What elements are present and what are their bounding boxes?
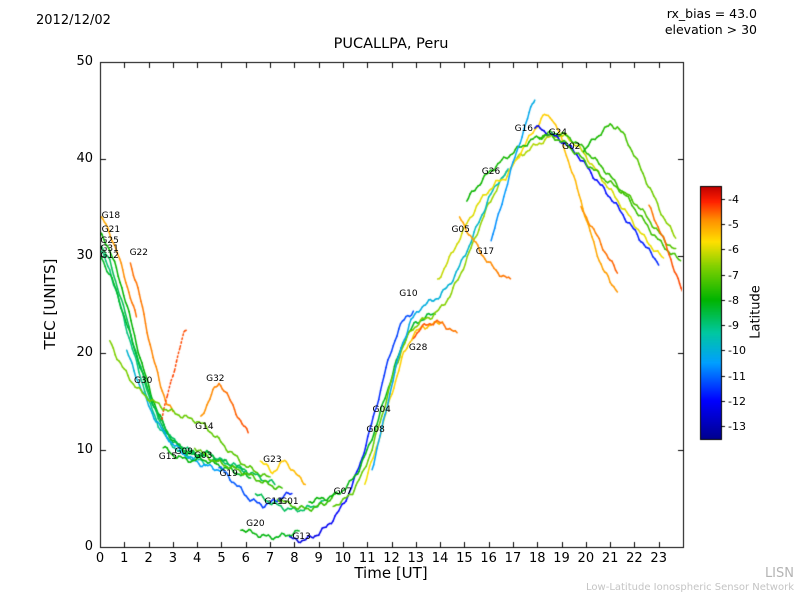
x-axis-label: Time [UT] <box>354 564 428 582</box>
rx-bias-label: rx_bias = 43.0 <box>666 6 757 21</box>
elevation-label: elevation > 30 <box>664 22 757 37</box>
plot-title: PUCALLPA, Peru <box>333 36 449 52</box>
watermark: LISN Low-Latitude Ionospheric Sensor Net… <box>586 567 794 595</box>
rx-info: rx_bias = 43.0 elevation > 30 <box>665 6 757 38</box>
watermark-full: Low-Latitude Ionospheric Sensor Network <box>586 582 794 593</box>
y-axis-label: TEC [UNITS] <box>41 258 59 350</box>
colorbar-label: Latitude <box>748 285 764 339</box>
watermark-lisn: LISN <box>764 566 794 581</box>
date-label: 2012/12/02 <box>36 13 111 28</box>
